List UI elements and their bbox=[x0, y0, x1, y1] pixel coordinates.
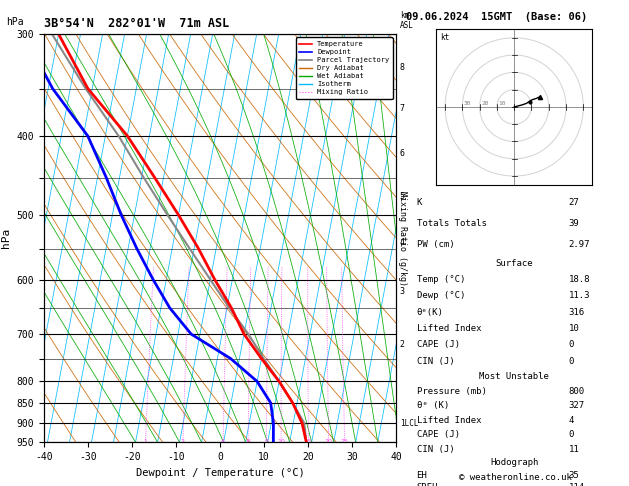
Text: 10: 10 bbox=[569, 324, 579, 333]
Text: 327: 327 bbox=[569, 401, 584, 410]
Text: 20: 20 bbox=[481, 101, 489, 106]
Text: 27: 27 bbox=[569, 198, 579, 207]
Text: 2: 2 bbox=[181, 439, 185, 444]
Text: Surface: Surface bbox=[496, 259, 533, 268]
Text: 8: 8 bbox=[400, 63, 405, 72]
Text: Dewp (°C): Dewp (°C) bbox=[416, 292, 465, 300]
Text: 3B°54'N  282°01'W  71m ASL: 3B°54'N 282°01'W 71m ASL bbox=[44, 17, 230, 30]
Text: kt: kt bbox=[440, 33, 449, 41]
Text: 30: 30 bbox=[464, 101, 472, 106]
X-axis label: Dewpoint / Temperature (°C): Dewpoint / Temperature (°C) bbox=[136, 468, 304, 478]
Text: 1LCL: 1LCL bbox=[400, 418, 418, 428]
Text: 39: 39 bbox=[569, 219, 579, 228]
Text: © weatheronline.co.uk: © weatheronline.co.uk bbox=[459, 473, 572, 482]
Text: 4: 4 bbox=[569, 416, 574, 425]
Y-axis label: Mixing Ratio (g/kg): Mixing Ratio (g/kg) bbox=[398, 191, 408, 286]
Text: 4: 4 bbox=[400, 238, 405, 247]
Text: 10: 10 bbox=[499, 101, 506, 106]
Text: 18.8: 18.8 bbox=[569, 275, 590, 284]
Text: Pressure (mb): Pressure (mb) bbox=[416, 387, 486, 396]
Text: CAPE (J): CAPE (J) bbox=[416, 431, 460, 439]
Text: 0: 0 bbox=[569, 431, 574, 439]
Text: 8: 8 bbox=[265, 439, 269, 444]
Text: K: K bbox=[416, 198, 422, 207]
Text: 316: 316 bbox=[569, 308, 584, 317]
Text: 6: 6 bbox=[400, 149, 405, 157]
Text: 7: 7 bbox=[400, 104, 405, 113]
Text: Lifted Index: Lifted Index bbox=[416, 324, 481, 333]
Text: 09.06.2024  15GMT  (Base: 06): 09.06.2024 15GMT (Base: 06) bbox=[406, 12, 587, 22]
Text: 20: 20 bbox=[325, 439, 333, 444]
Text: θᵉ (K): θᵉ (K) bbox=[416, 401, 449, 410]
Text: 800: 800 bbox=[569, 387, 584, 396]
Text: CAPE (J): CAPE (J) bbox=[416, 340, 460, 349]
Text: 3: 3 bbox=[400, 287, 405, 295]
Y-axis label: hPa: hPa bbox=[1, 228, 11, 248]
Text: CIN (J): CIN (J) bbox=[416, 445, 454, 454]
Text: 11: 11 bbox=[569, 445, 579, 454]
Text: hPa: hPa bbox=[6, 17, 24, 27]
Text: 5: 5 bbox=[400, 192, 405, 201]
Text: Most Unstable: Most Unstable bbox=[479, 372, 549, 381]
Text: 35: 35 bbox=[569, 470, 579, 480]
Text: θᵉ(K): θᵉ(K) bbox=[416, 308, 443, 317]
Text: km
ASL: km ASL bbox=[400, 11, 414, 30]
Text: CIN (J): CIN (J) bbox=[416, 357, 454, 365]
Text: Hodograph: Hodograph bbox=[490, 458, 538, 468]
Text: 0: 0 bbox=[569, 340, 574, 349]
Text: 11.3: 11.3 bbox=[569, 292, 590, 300]
Text: 15: 15 bbox=[304, 439, 313, 444]
Text: 2.97: 2.97 bbox=[569, 240, 590, 249]
Text: 4: 4 bbox=[221, 439, 225, 444]
Text: Temp (°C): Temp (°C) bbox=[416, 275, 465, 284]
Text: Totals Totals: Totals Totals bbox=[416, 219, 486, 228]
Text: 0: 0 bbox=[569, 357, 574, 365]
Text: 10: 10 bbox=[277, 439, 285, 444]
Text: 6: 6 bbox=[246, 439, 250, 444]
Text: 25: 25 bbox=[341, 439, 348, 444]
Legend: Temperature, Dewpoint, Parcel Trajectory, Dry Adiabat, Wet Adiabat, Isotherm, Mi: Temperature, Dewpoint, Parcel Trajectory… bbox=[296, 37, 392, 99]
Text: 2: 2 bbox=[400, 340, 405, 348]
Text: Lifted Index: Lifted Index bbox=[416, 416, 481, 425]
Text: 114: 114 bbox=[569, 483, 584, 486]
Text: 1: 1 bbox=[143, 439, 147, 444]
Text: EH: EH bbox=[416, 470, 427, 480]
Text: PW (cm): PW (cm) bbox=[416, 240, 454, 249]
Text: SREH: SREH bbox=[416, 483, 438, 486]
